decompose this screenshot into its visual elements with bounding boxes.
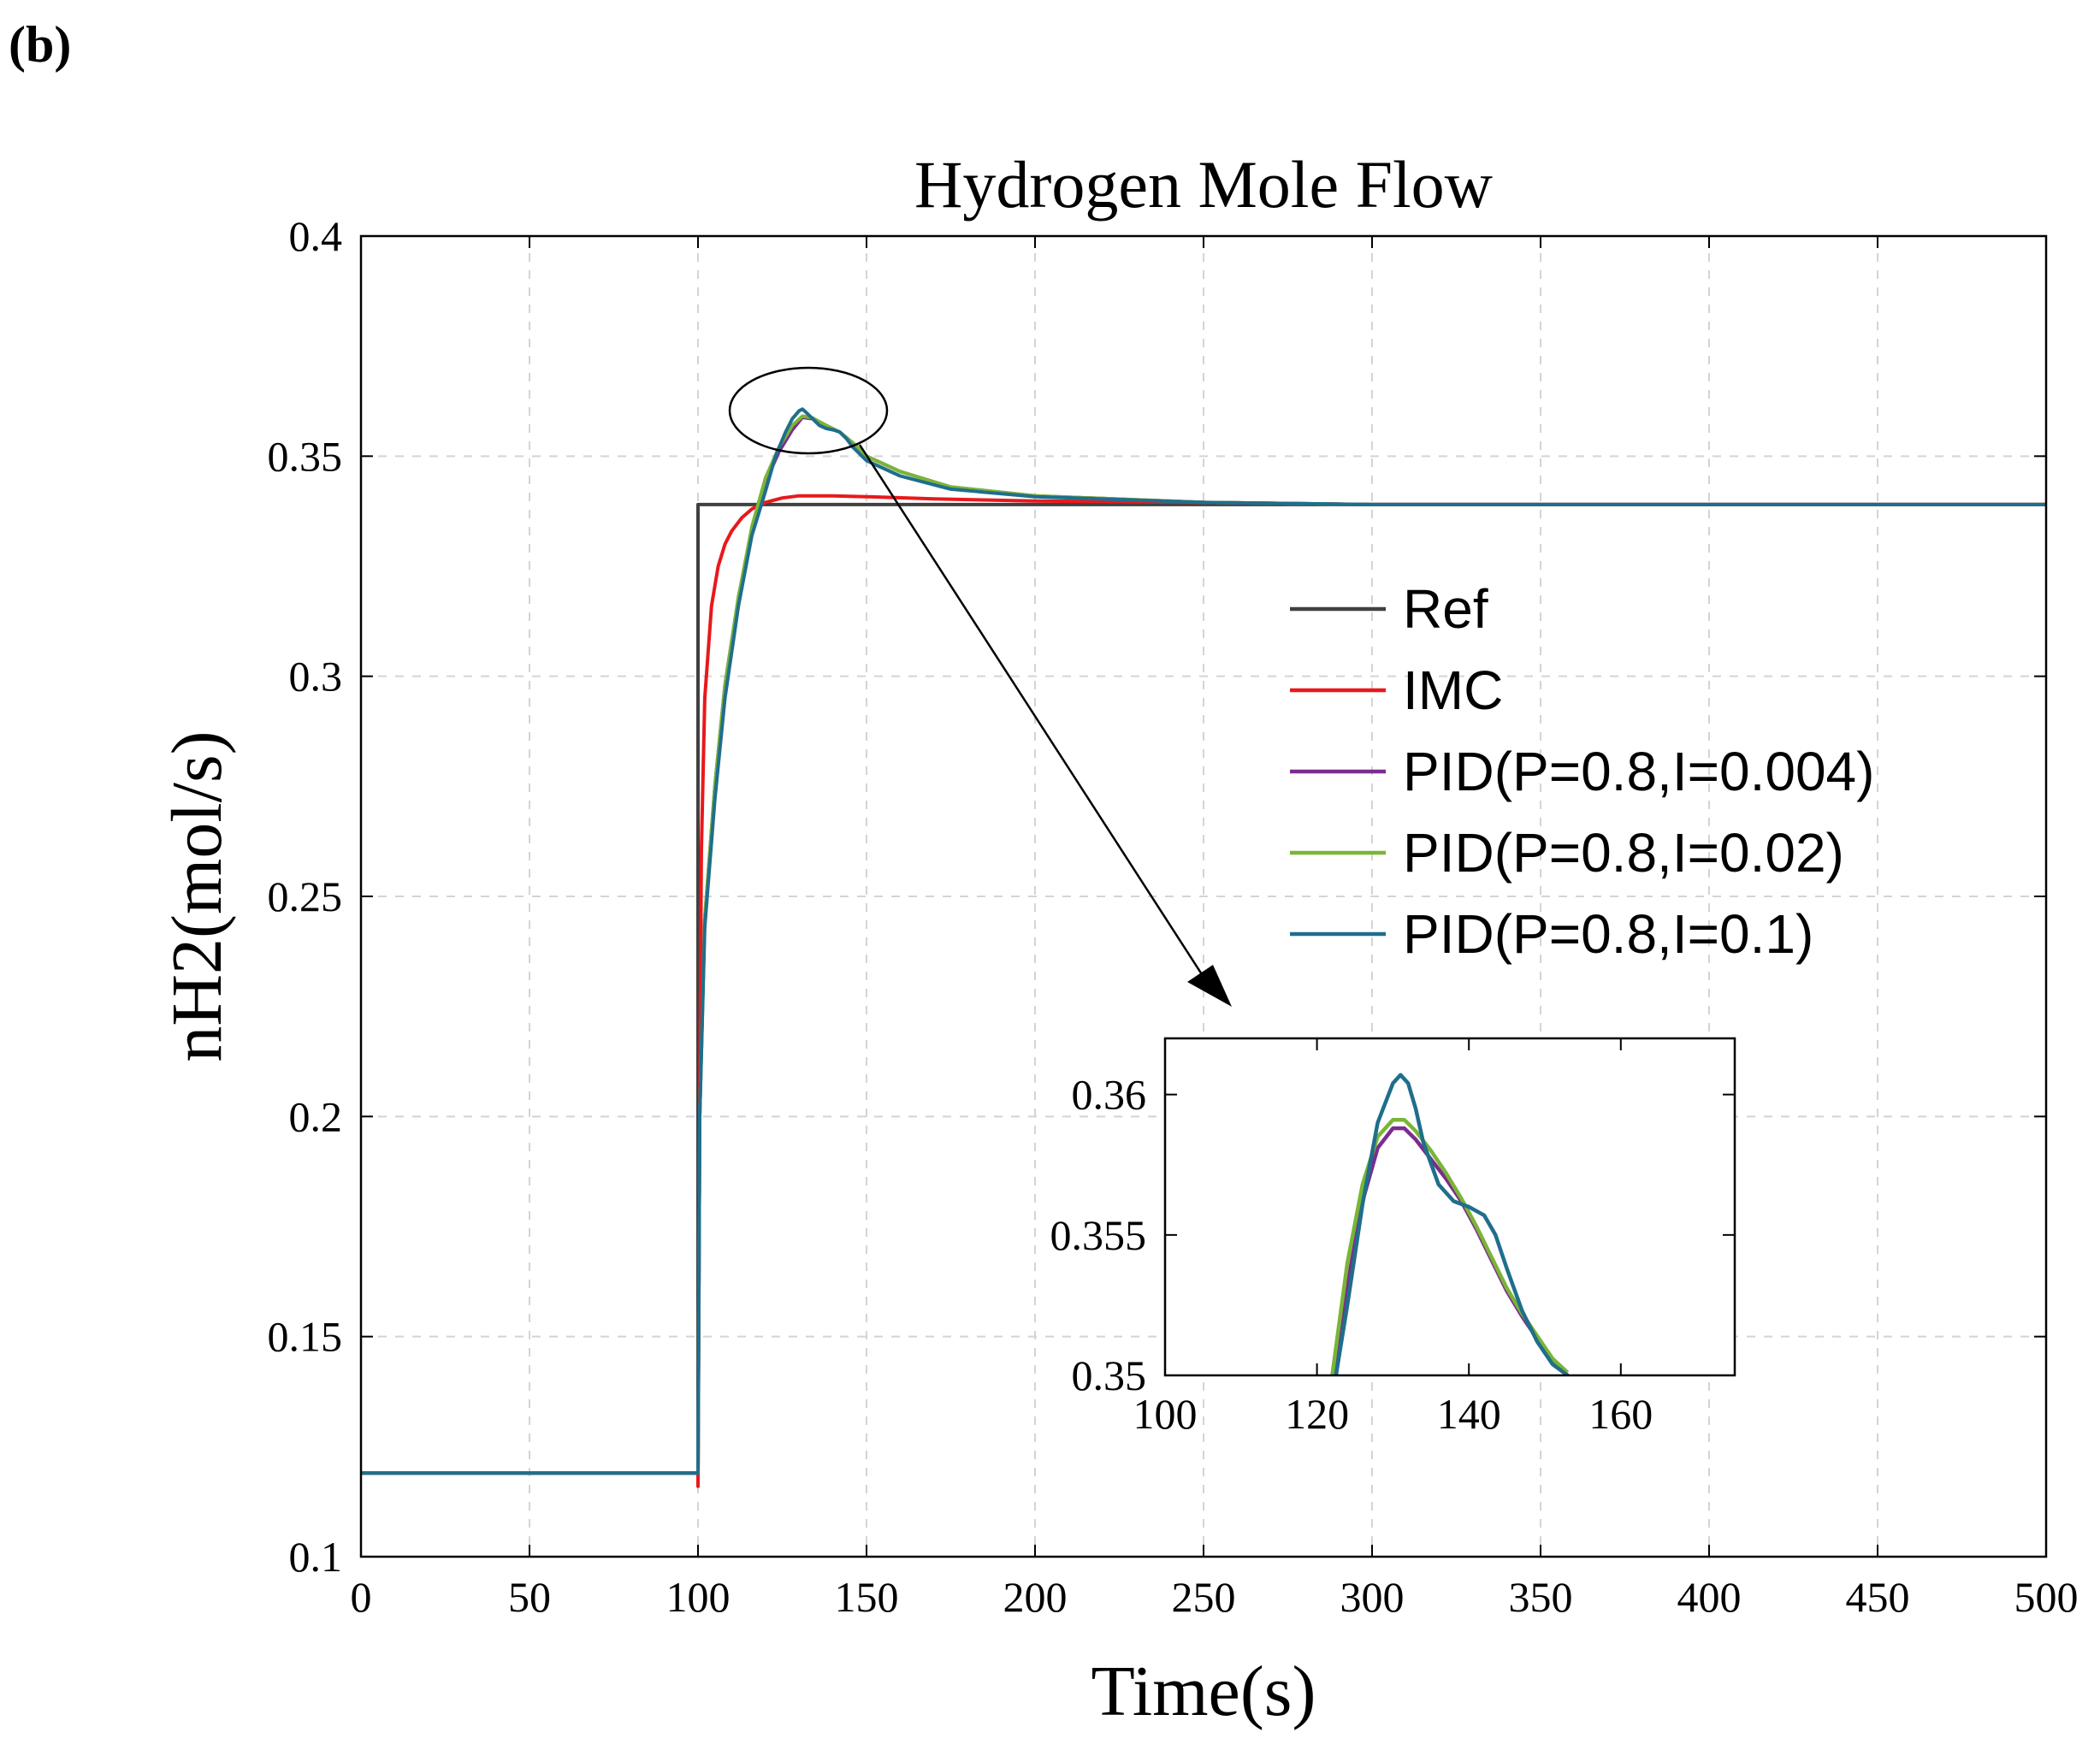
x-tick-label: 140 <box>1437 1390 1501 1438</box>
y-tick-label: 0.355 <box>1050 1211 1147 1259</box>
legend-label-ref: Ref <box>1403 578 1488 640</box>
legend-label-pid1: PID(P=0.8,I=0.004) <box>1403 741 1874 802</box>
series-line-pid3 <box>361 407 2046 1475</box>
inset-tick-marks <box>1164 1038 1735 1376</box>
legend-label-pid2: PID(P=0.8,I=0.02) <box>1403 822 1844 884</box>
x-axis-label: Time(s) <box>1091 1652 1316 1731</box>
x-tick-label: 100 <box>666 1573 731 1621</box>
x-tick-label: 160 <box>1588 1390 1653 1438</box>
x-tick-label: 200 <box>1003 1573 1068 1621</box>
y-tick-label: 0.35 <box>1072 1351 1147 1399</box>
y-tick-label: 0.15 <box>268 1313 343 1361</box>
panel-label: (b) <box>9 16 72 73</box>
chart-title: Hydrogen Mole Flow <box>914 147 1493 222</box>
main-series-lines <box>361 407 2046 1488</box>
zoom-arrow-head <box>1187 965 1232 1007</box>
main-x-tick-labels: 0 50 100 150 200 250 300 350 400 450 500 <box>351 1573 2079 1621</box>
legend: Ref IMC PID(P=0.8,I=0.004) PID(P=0.8,I=0.02… <box>1290 578 1874 965</box>
y-axis-label: nH2(mol/s) <box>157 730 237 1061</box>
x-tick-label: 50 <box>508 1573 551 1621</box>
x-tick-label: 300 <box>1340 1573 1405 1621</box>
inset-x-tick-labels: 100 120 140 160 <box>1133 1390 1653 1438</box>
y-tick-label: 0.3 <box>289 653 343 701</box>
x-tick-label: 120 <box>1285 1390 1349 1438</box>
series-line-imc <box>361 494 2046 1488</box>
y-tick-label: 0.2 <box>289 1092 343 1140</box>
x-tick-label: 250 <box>1172 1573 1236 1621</box>
main-y-tick-labels: 0.1 0.15 0.2 0.25 0.3 0.35 0.4 <box>268 212 343 1581</box>
inset-y-tick-labels: 0.35 0.355 0.36 <box>1050 1071 1147 1399</box>
x-tick-label: 400 <box>1677 1573 1742 1621</box>
x-tick-label: 0 <box>351 1573 372 1621</box>
x-tick-label: 350 <box>1509 1573 1573 1621</box>
series-line-pid3 <box>1334 1073 1569 1375</box>
y-tick-label: 0.36 <box>1072 1071 1147 1119</box>
main-tick-marks <box>360 235 2047 1558</box>
legend-label-imc: IMC <box>1403 659 1503 721</box>
zoom-arrow-line <box>858 444 1210 984</box>
x-tick-label: 500 <box>2014 1573 2079 1621</box>
y-tick-label: 0.1 <box>289 1533 343 1581</box>
x-tick-label: 450 <box>1846 1573 1910 1621</box>
zoom-ellipse <box>728 366 889 455</box>
legend-label-pid3: PID(P=0.8,I=0.1) <box>1403 903 1813 965</box>
inset-background <box>1165 1038 1735 1375</box>
y-tick-label: 0.25 <box>268 872 343 920</box>
inset-frame <box>1163 1037 1736 1377</box>
x-tick-label: 100 <box>1133 1390 1198 1438</box>
x-tick-label: 150 <box>835 1573 899 1621</box>
y-tick-label: 0.35 <box>268 432 343 480</box>
y-tick-label: 0.4 <box>289 212 343 260</box>
inset-series-lines <box>1330 1073 1570 1375</box>
